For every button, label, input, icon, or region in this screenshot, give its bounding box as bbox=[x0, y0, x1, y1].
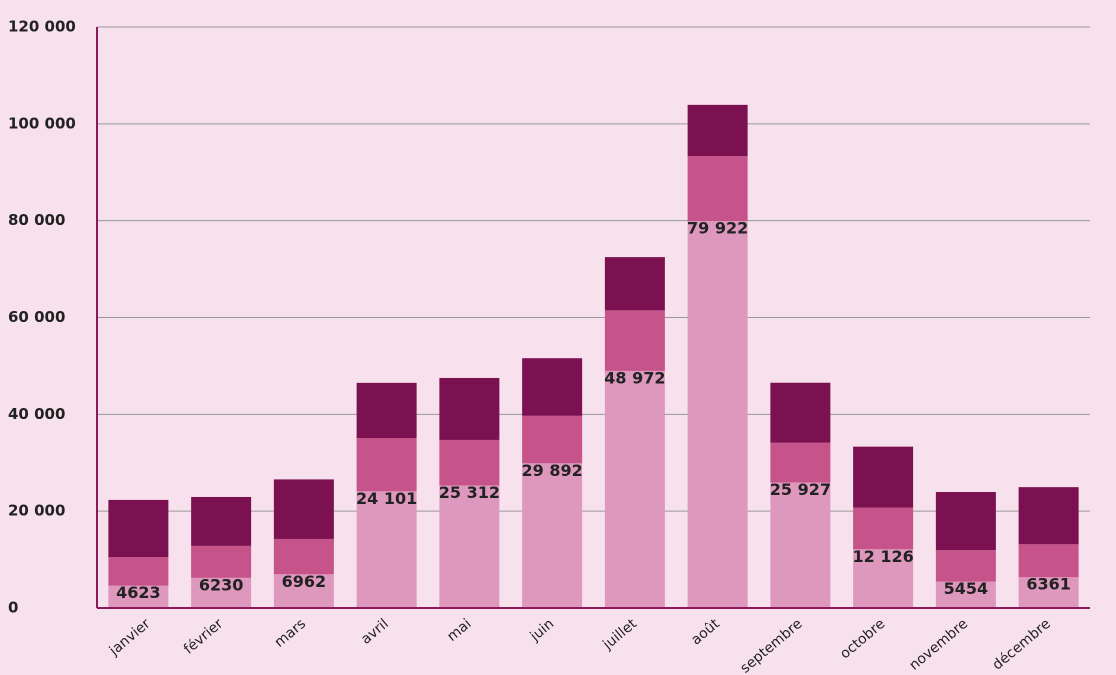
bar-segment bbox=[274, 539, 334, 574]
bar-segment bbox=[108, 557, 168, 586]
y-tick-label: 40 000 bbox=[8, 405, 65, 423]
bar-segment bbox=[522, 416, 582, 463]
value-label: 25 312 bbox=[439, 483, 500, 502]
chart: 020 00040 00060 00080 000100 000120 000j… bbox=[0, 0, 1116, 675]
bar-segment bbox=[191, 546, 251, 578]
bar-segment bbox=[1019, 487, 1079, 544]
value-label: 24 101 bbox=[356, 489, 417, 508]
value-label: 29 892 bbox=[522, 461, 583, 480]
bar-segment bbox=[688, 221, 748, 608]
bar-segment bbox=[274, 479, 334, 539]
y-tick-label: 120 000 bbox=[8, 18, 76, 36]
bar-segment bbox=[108, 500, 168, 557]
bar-segment bbox=[853, 508, 913, 550]
bar-segment bbox=[522, 463, 582, 608]
y-tick-label: 20 000 bbox=[8, 502, 65, 520]
y-tick-label: 100 000 bbox=[8, 114, 76, 132]
y-tick-label: 80 000 bbox=[8, 211, 65, 229]
bar-segment bbox=[357, 383, 417, 438]
value-label: 4623 bbox=[116, 583, 161, 602]
bar-segment bbox=[605, 257, 665, 310]
value-label: 6962 bbox=[282, 572, 327, 591]
bar-segment bbox=[936, 492, 996, 550]
bar-segment bbox=[191, 497, 251, 546]
y-tick-label: 60 000 bbox=[8, 308, 65, 326]
bar-segment bbox=[357, 491, 417, 608]
bar-segment bbox=[688, 105, 748, 156]
value-label: 12 126 bbox=[853, 547, 914, 566]
bar-segment bbox=[439, 378, 499, 440]
bar-segment bbox=[522, 358, 582, 416]
bar-segment bbox=[770, 482, 830, 608]
bar-segment bbox=[770, 383, 830, 443]
value-label: 6361 bbox=[1026, 575, 1071, 594]
bar-segment bbox=[936, 550, 996, 581]
bar-segment bbox=[853, 447, 913, 508]
value-label: 48 972 bbox=[604, 368, 665, 387]
y-tick-label: 0 bbox=[8, 599, 18, 617]
bar-segment bbox=[770, 443, 830, 483]
value-label: 6230 bbox=[199, 575, 244, 594]
bar-segment bbox=[1019, 544, 1079, 577]
bar-segment bbox=[688, 156, 748, 221]
bar-segment bbox=[605, 310, 665, 371]
bar-segment bbox=[439, 440, 499, 486]
page: 020 00040 00060 00080 000100 000120 000j… bbox=[0, 0, 1116, 675]
value-label: 25 927 bbox=[770, 480, 831, 499]
value-label: 5454 bbox=[944, 579, 989, 598]
value-label: 79 922 bbox=[687, 219, 748, 238]
bar-segment bbox=[357, 438, 417, 491]
bar-segment bbox=[439, 485, 499, 608]
bar-segment bbox=[605, 371, 665, 608]
